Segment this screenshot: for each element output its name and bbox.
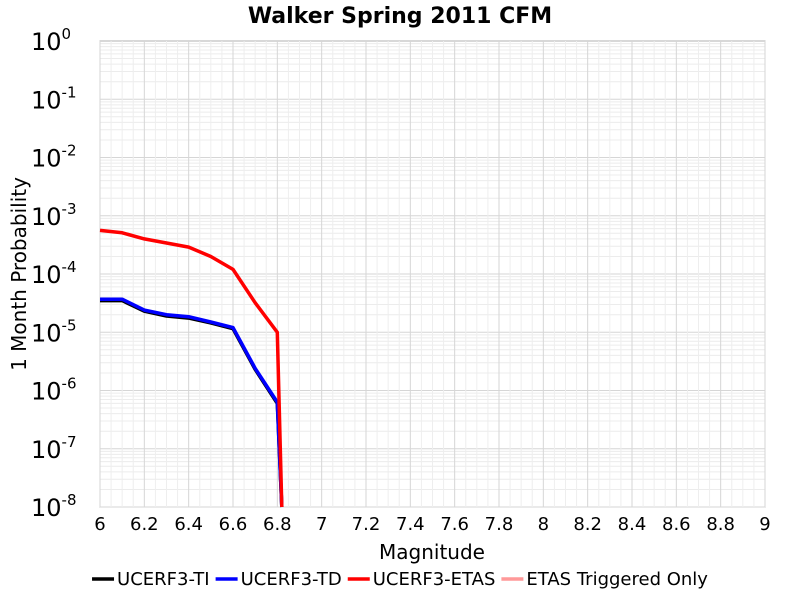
y-tick-label: 10-4 <box>31 258 77 289</box>
x-tick-label: 9 <box>759 514 770 535</box>
legend-item: UCERF3-TI <box>92 569 210 590</box>
x-tick-label: 7 <box>316 514 327 535</box>
series-line-ucerf3-td <box>100 297 284 508</box>
x-tick-label: 6.8 <box>263 514 292 535</box>
y-tick-label: 10-3 <box>31 200 77 231</box>
chart-title: Walker Spring 2011 CFM <box>248 4 552 29</box>
legend-item: UCERF3-ETAS <box>347 569 496 590</box>
series-line-ucerf3-etas <box>99 228 284 508</box>
y-tick-label: 10-7 <box>31 433 77 464</box>
y-tick-label: 10-1 <box>31 83 77 114</box>
y-axis-title: 1 Month Probability <box>7 177 31 371</box>
x-tick-label: 8.8 <box>706 514 735 535</box>
x-tick-label: 7.6 <box>440 514 469 535</box>
legend-label: UCERF3-TI <box>117 569 210 590</box>
legend-label: UCERF3-ETAS <box>373 569 496 590</box>
x-tick-label: 7.8 <box>485 514 514 535</box>
x-tick-label: 6.4 <box>174 514 203 535</box>
y-tick-label: 10-8 <box>31 491 77 522</box>
series-layer <box>99 228 284 508</box>
x-tick-label: 8 <box>538 514 549 535</box>
legend-item: UCERF3-TD <box>215 569 342 590</box>
x-tick-label: 8.4 <box>618 514 647 535</box>
x-axis-title: Magnitude <box>379 540 485 564</box>
x-axis-ticks: 6 6.2 6.4 6.6 6.8 7 7.2 7.4 7.6 7.8 8 8.2 8.4 8.6 8.8 9 <box>94 514 770 535</box>
x-tick-label: 7.2 <box>352 514 381 535</box>
y-axis-ticks: 100 10-1 10-2 10-3 10-4 10-5 10-6 10-7 10-8 <box>31 25 77 522</box>
y-tick-label: 10-2 <box>31 142 77 173</box>
y-tick-label: 10-5 <box>31 316 77 347</box>
legend-item: ETAS Triggered Only <box>501 569 708 590</box>
legend: UCERF3-TI UCERF3-TD UCERF3-ETAS ETAS Trigge… <box>92 569 708 590</box>
y-tick-label: 100 <box>31 25 71 56</box>
x-tick-label: 8.6 <box>662 514 691 535</box>
x-tick-label: 6.6 <box>219 514 248 535</box>
x-tick-label: 8.2 <box>573 514 602 535</box>
x-tick-label: 7.4 <box>396 514 425 535</box>
legend-label: UCERF3-TD <box>241 569 342 590</box>
grid-lines <box>99 41 766 508</box>
y-tick-label: 10-6 <box>31 375 77 406</box>
plot-area <box>99 40 766 508</box>
x-tick-label: 6 <box>94 514 105 535</box>
legend-label: ETAS Triggered Only <box>526 569 708 590</box>
x-tick-label: 6.2 <box>130 514 159 535</box>
